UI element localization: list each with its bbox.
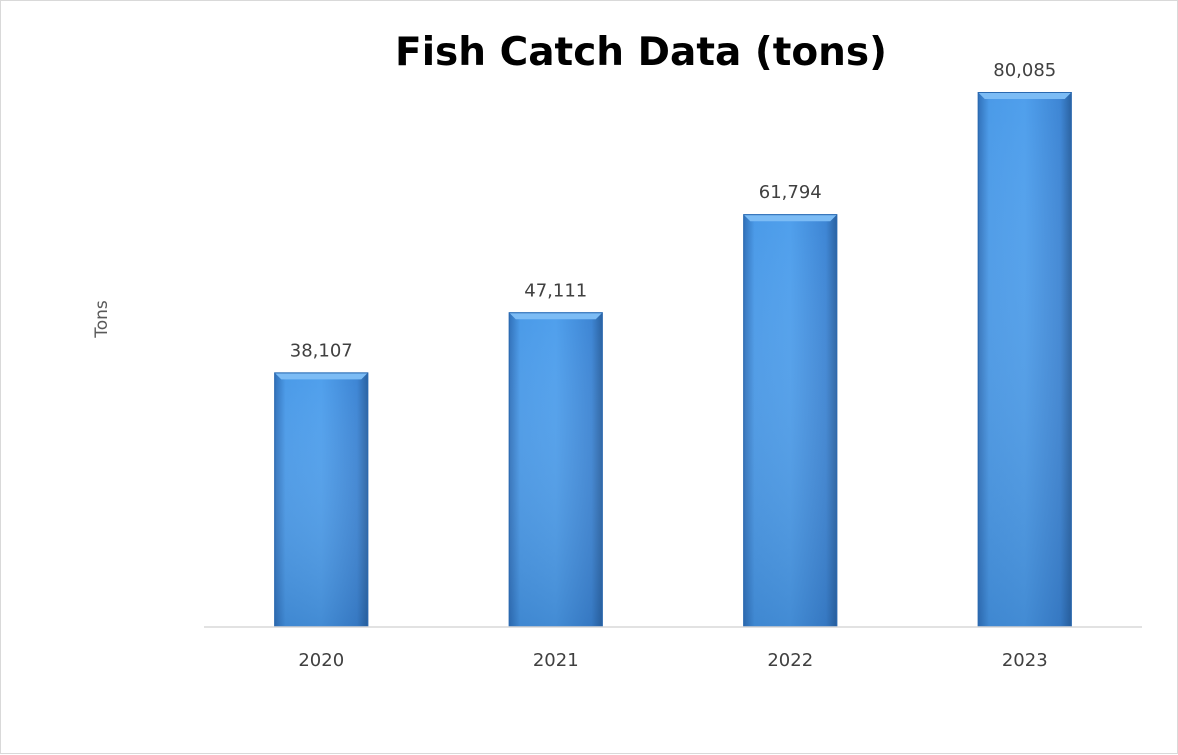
bar-shade-2020 [274, 372, 369, 627]
y-axis-title: Tons [92, 300, 112, 339]
data-label-2020: 38,107 [290, 340, 353, 361]
chart-title: Fish Catch Data (tons) [395, 30, 887, 75]
bar-2023 [977, 92, 1072, 627]
x-tick-label-2023: 2023 [1002, 650, 1048, 671]
x-tick-label-2022: 2022 [767, 650, 813, 671]
bar-bevel-2020 [274, 372, 369, 380]
bar-bevel-2023 [977, 92, 1072, 99]
bar-shade-2023 [977, 92, 1072, 627]
data-label-2022: 61,794 [759, 182, 822, 203]
x-tick-label-2020: 2020 [298, 650, 344, 671]
x-tick-labels-layer: 2020 2021 2022 2023 [298, 650, 1047, 671]
data-label-2021: 47,111 [524, 280, 587, 301]
bar-shade-2021 [508, 312, 603, 627]
bars-layer [274, 92, 1072, 628]
bar-bevel-2022 [743, 214, 838, 222]
data-label-2023: 80,085 [993, 60, 1056, 81]
bar-2022 [743, 214, 838, 628]
data-labels-layer: 38,107 47,111 61,794 80,085 [290, 60, 1056, 361]
x-tick-label-2021: 2021 [533, 650, 579, 671]
bar-shade-2022 [743, 214, 838, 628]
bar-bevel-2021 [508, 312, 603, 320]
bar-2020 [274, 372, 369, 628]
bar-2021 [508, 312, 603, 627]
